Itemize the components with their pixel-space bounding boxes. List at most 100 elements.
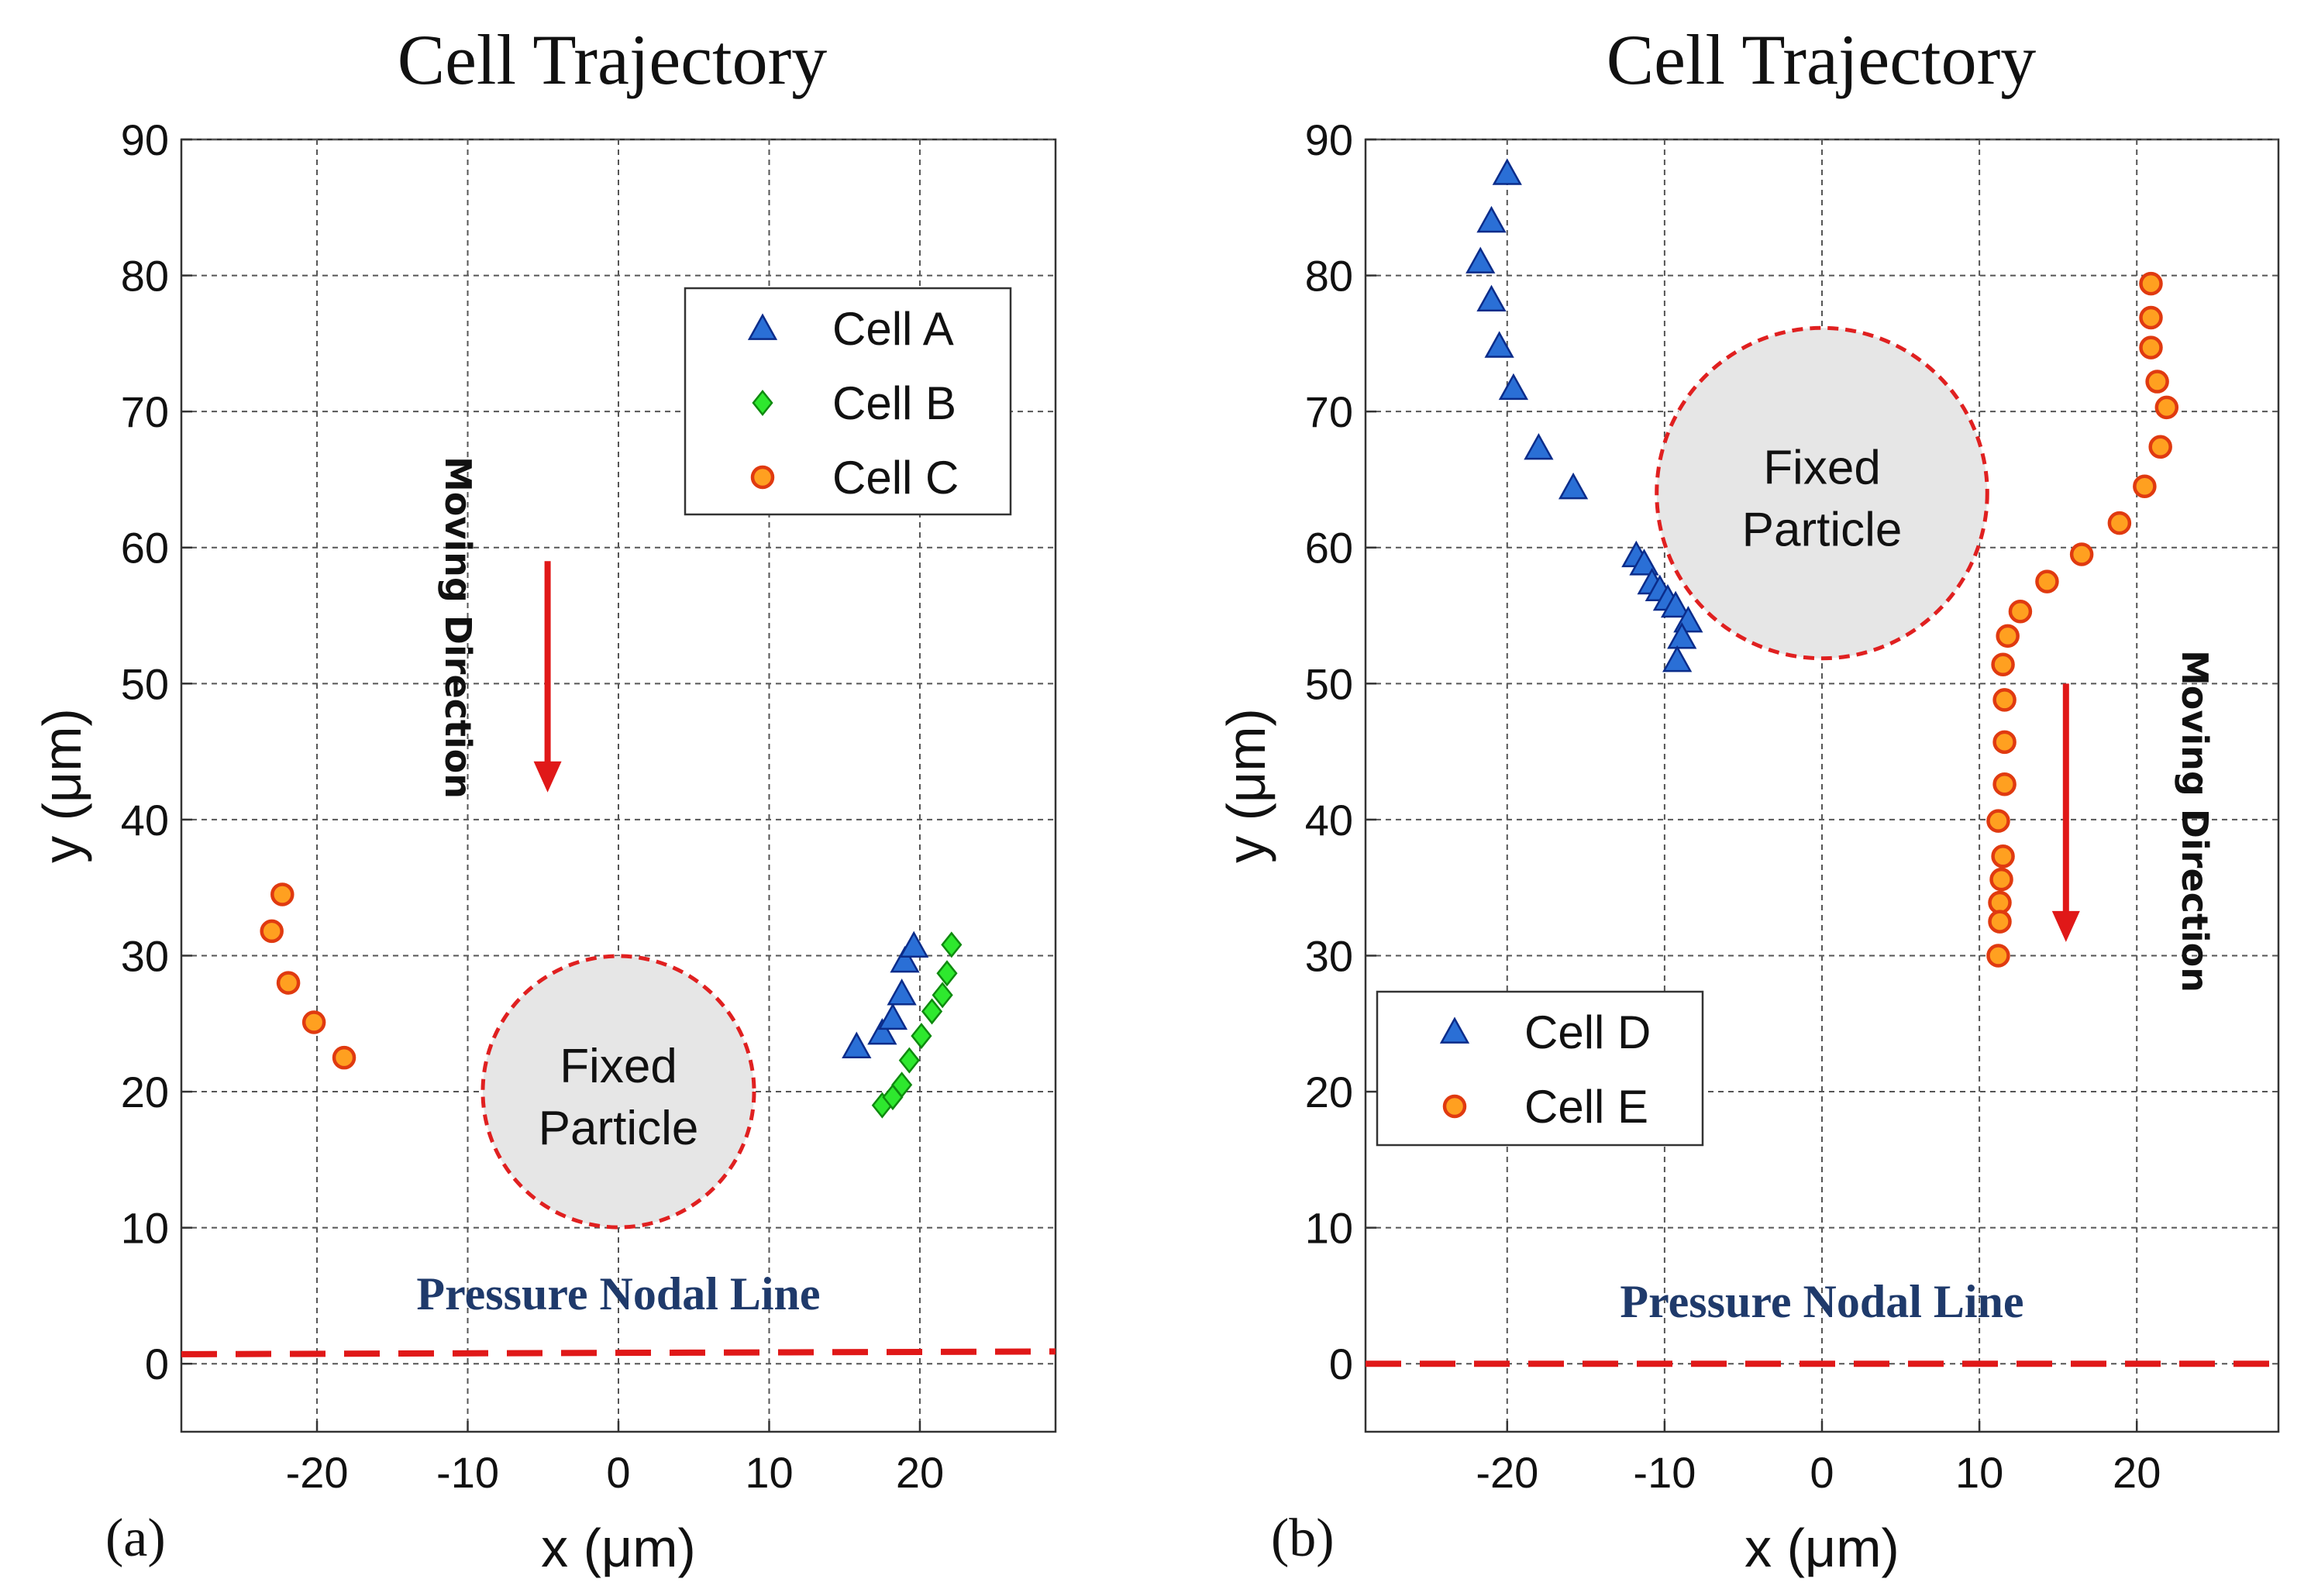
- x-tick-label: -10: [436, 1448, 499, 1497]
- panel-a-y-axis-label: y (μm): [32, 708, 92, 863]
- legend-marker: [1442, 1094, 1467, 1119]
- data-point: [1991, 844, 2015, 869]
- data-point: [941, 931, 963, 958]
- panel-b-moving-direction-label: Moving Direction: [2174, 650, 2216, 992]
- data-point: [1992, 730, 2017, 755]
- data-point: [2145, 370, 2169, 394]
- panel-a-fixed-particle-label-2: Particle: [539, 1102, 699, 1155]
- panel-b-fixed-particle-label-1: Fixed: [1763, 442, 1881, 495]
- panel-a-pressure-nodal-label: Pressure Nodal Line: [416, 1268, 820, 1319]
- data-point: [2148, 435, 2172, 459]
- y-tick-label: 20: [1305, 1068, 1353, 1116]
- x-tick-label: -20: [1476, 1448, 1538, 1497]
- legend-label: Cell C: [832, 452, 959, 504]
- y-tick-label: 30: [1305, 931, 1353, 980]
- panel-b-y-ticks: 0 10 20 30 40 50 60 70 80 90: [1305, 115, 1376, 1388]
- x-tick-label: 20: [896, 1448, 944, 1497]
- data-point: [891, 1071, 913, 1099]
- data-point: [260, 919, 284, 944]
- panel-a-letter: (a): [105, 1508, 166, 1568]
- data-point: [1988, 910, 2012, 934]
- panel-a: Cell Trajectory -20 -10 0 10 20 0 10 20 30 40 50 6…: [32, 20, 1057, 1578]
- data-point: [1992, 688, 2017, 712]
- legend-item: Cell E: [1442, 1081, 1648, 1133]
- panel-a-y-ticks: 0 10 20 30 40 50 60 70 80 90: [121, 115, 192, 1388]
- data-point: [898, 1047, 920, 1074]
- legend-box: [1376, 990, 1704, 1147]
- data-point: [1992, 772, 2017, 796]
- panel-b-letter: (b): [1271, 1508, 1335, 1568]
- data-point: [2154, 395, 2179, 420]
- data-point: [877, 1003, 908, 1030]
- data-point: [1476, 284, 1507, 312]
- y-tick-label: 50: [1305, 659, 1353, 708]
- panel-a-title: Cell Trajectory: [398, 20, 828, 99]
- panel-a-fixed-particle-label-1: Fixed: [560, 1040, 677, 1093]
- data-point: [890, 945, 920, 973]
- panel-b-legend: Cell D Cell E: [1376, 990, 1704, 1147]
- panel-b-x-axis-label: x (μm): [1744, 1518, 1899, 1578]
- x-tick-label: 10: [1955, 1448, 2003, 1497]
- panel-b-pressure-nodal-label: Pressure Nodal Line: [1620, 1276, 2023, 1327]
- y-tick-label: 80: [1305, 252, 1353, 301]
- data-point: [1986, 809, 2010, 833]
- data-point: [1629, 549, 1659, 576]
- y-tick-label: 0: [145, 1340, 169, 1388]
- data-point: [887, 979, 917, 1006]
- panel-b-fixed-particle-label-2: Particle: [1742, 504, 1903, 557]
- data-point: [1991, 652, 2015, 676]
- panel-b-title: Cell Trajectory: [1607, 20, 2037, 99]
- panel-b-y-axis-label: y (μm): [1216, 708, 1276, 863]
- data-point: [1484, 331, 1514, 358]
- data-point: [276, 971, 301, 995]
- panel-a-series-cell-a: [842, 930, 929, 1058]
- data-point: [332, 1045, 356, 1070]
- y-tick-label: 50: [121, 659, 169, 708]
- data-point: [1558, 472, 1589, 500]
- legend-marker: [1439, 1016, 1470, 1044]
- y-tick-label: 10: [1305, 1204, 1353, 1253]
- y-tick-label: 70: [121, 387, 169, 436]
- legend-label: Cell A: [832, 303, 954, 355]
- data-point: [899, 930, 929, 958]
- y-tick-label: 0: [1329, 1340, 1353, 1388]
- panel-a-legend: Cell A Cell B Cell C: [684, 287, 1012, 516]
- data-point: [270, 882, 294, 906]
- x-tick-label: -10: [1633, 1448, 1696, 1497]
- panel-a-series-cell-c: [260, 882, 356, 1070]
- data-point: [1524, 432, 1554, 460]
- data-point: [2107, 511, 2132, 535]
- data-point: [2139, 305, 2163, 330]
- data-point: [2139, 271, 2163, 296]
- data-point: [1986, 944, 2010, 968]
- data-point: [1498, 373, 1529, 401]
- y-tick-label: 20: [121, 1068, 169, 1116]
- y-tick-label: 60: [1305, 524, 1353, 573]
- y-tick-label: 70: [1305, 387, 1353, 436]
- panel-b-series-cell-e: [1986, 271, 2179, 968]
- data-point: [1662, 645, 1693, 672]
- data-point: [1476, 205, 1507, 233]
- x-tick-label: 10: [745, 1448, 793, 1497]
- legend-label: Cell B: [832, 377, 956, 429]
- panel-b-fixed-particle: [1655, 325, 1989, 661]
- data-point: [921, 998, 943, 1025]
- legend-item: Cell A: [747, 303, 954, 355]
- data-point: [2008, 600, 2033, 624]
- data-point: [936, 960, 958, 987]
- panel-a-series-cell-b: [871, 931, 963, 1119]
- data-point: [1667, 622, 1697, 649]
- legend-box: [684, 287, 1012, 516]
- panel-a-fixed-particle: [480, 954, 756, 1230]
- data-point: [1996, 624, 2020, 648]
- panel-b: Cell Trajectory -20 -10 0 10 20 0 10 20 30 40 50 6…: [1216, 20, 2280, 1578]
- panel-b-x-ticks: -20 -10 0 10 20: [1476, 1421, 2161, 1497]
- data-point: [2069, 542, 2094, 566]
- legend-marker: [747, 313, 778, 340]
- x-tick-label: -20: [286, 1448, 349, 1497]
- data-point: [1492, 158, 1522, 185]
- y-tick-label: 90: [1305, 115, 1353, 164]
- data-point: [1465, 246, 1496, 273]
- y-tick-label: 30: [121, 931, 169, 980]
